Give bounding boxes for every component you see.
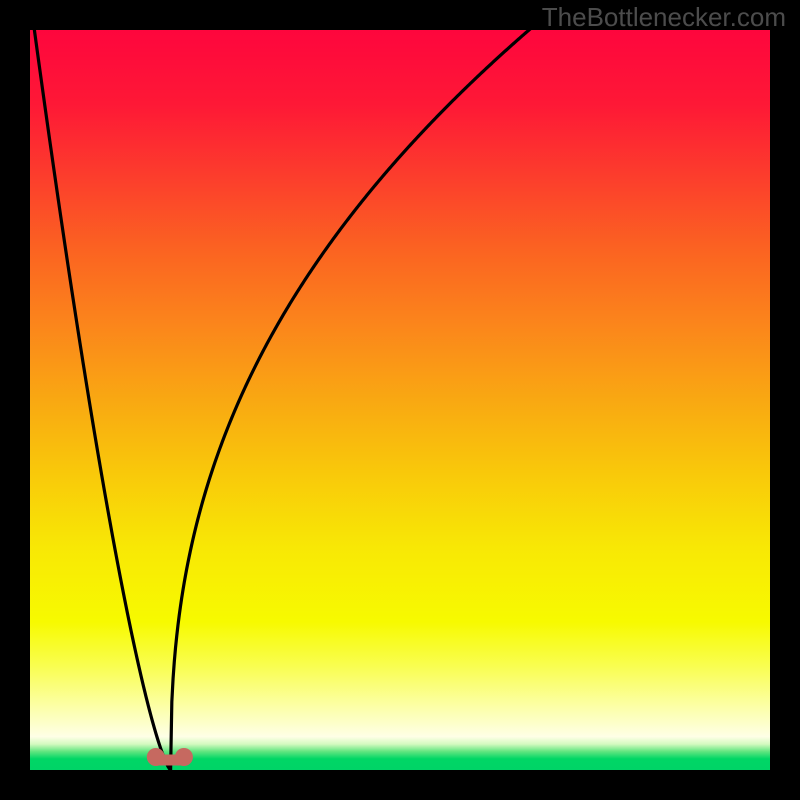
chart-container: TheBottlenecker.com [0,0,800,800]
valley-marker-left [147,748,165,766]
valley-marker-right [175,748,193,766]
bottleneck-curve-plot [0,0,800,800]
watermark-text: TheBottlenecker.com [542,2,786,33]
plot-background-gradient [30,30,770,770]
